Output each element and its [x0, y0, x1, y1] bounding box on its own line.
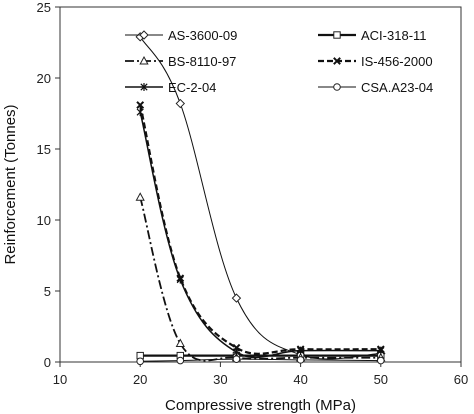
data-point	[136, 101, 145, 109]
legend-item: ACI-318-11	[318, 28, 427, 43]
chart-legend: AS-3600-09 ACI-318-11 BS-8110-97 IS-456-200…	[125, 28, 433, 95]
legend-label: ACI-318-11	[361, 28, 427, 43]
legend-label: AS-3600-09	[168, 28, 237, 43]
data-point	[136, 357, 144, 366]
data-point	[296, 346, 305, 355]
legend-marker	[333, 83, 341, 91]
x-tick-label: 10	[53, 372, 67, 387]
data-point	[136, 108, 144, 117]
legend-label: IS-456-2000	[361, 54, 433, 69]
data-point	[175, 98, 186, 109]
x-tick-label: 40	[293, 372, 307, 387]
y-axis-label: Reinforcement (Tonnes)	[2, 104, 19, 264]
series-is-456-2000	[136, 101, 385, 355]
data-point	[135, 192, 145, 201]
legend-marker	[139, 30, 149, 40]
legend-marker	[333, 31, 341, 39]
data-point	[232, 348, 241, 357]
legend-marker	[333, 57, 341, 65]
legend-item: CSA.A23-04	[318, 80, 433, 95]
chart-axes: 10 20 30 40 50 60 0 5 10 15 20 25	[37, 0, 469, 387]
series-ec-2-04	[136, 108, 385, 359]
data-point	[176, 275, 184, 284]
legend-item: IS-456-2000	[318, 54, 433, 69]
series-line	[139, 104, 381, 355]
series-bs-8110-97	[135, 192, 386, 362]
y-tick-label: 5	[44, 284, 51, 299]
legend-marker	[140, 83, 148, 91]
series-csa-a23-04	[136, 355, 385, 366]
series-line	[139, 111, 381, 359]
y-tick-label: 25	[37, 0, 51, 15]
legend-label: CSA.A23-04	[361, 80, 433, 95]
x-tick-label: 20	[133, 372, 147, 387]
legend-label: BS-8110-97	[168, 54, 236, 69]
series-line	[139, 197, 381, 362]
series-line	[139, 36, 381, 360]
y-tick-label: 10	[37, 213, 51, 228]
x-axis-label: Compressive strength (MPa)	[165, 397, 356, 414]
data-point	[377, 356, 385, 365]
data-point	[231, 293, 242, 303]
data-point	[296, 356, 305, 364]
y-tick-label: 20	[37, 71, 51, 86]
x-tick-label: 30	[213, 372, 227, 387]
data-point	[232, 355, 241, 363]
x-tick-label: 60	[454, 372, 468, 387]
legend-item: BS-8110-97	[125, 54, 236, 69]
legend-item: EC-2-04	[125, 80, 216, 95]
y-tick-label: 0	[44, 355, 51, 370]
legend-label: EC-2-04	[168, 80, 216, 95]
chart-series	[135, 32, 386, 366]
data-point	[175, 338, 185, 348]
y-tick-label: 15	[37, 142, 51, 157]
legend-marker	[139, 55, 149, 65]
plot-area-frame	[59, 6, 462, 363]
series-line	[140, 358, 381, 362]
legend-item: AS-3600-09	[125, 28, 237, 43]
data-point	[377, 346, 385, 355]
data-point	[176, 356, 185, 365]
x-tick-label: 50	[374, 372, 388, 387]
